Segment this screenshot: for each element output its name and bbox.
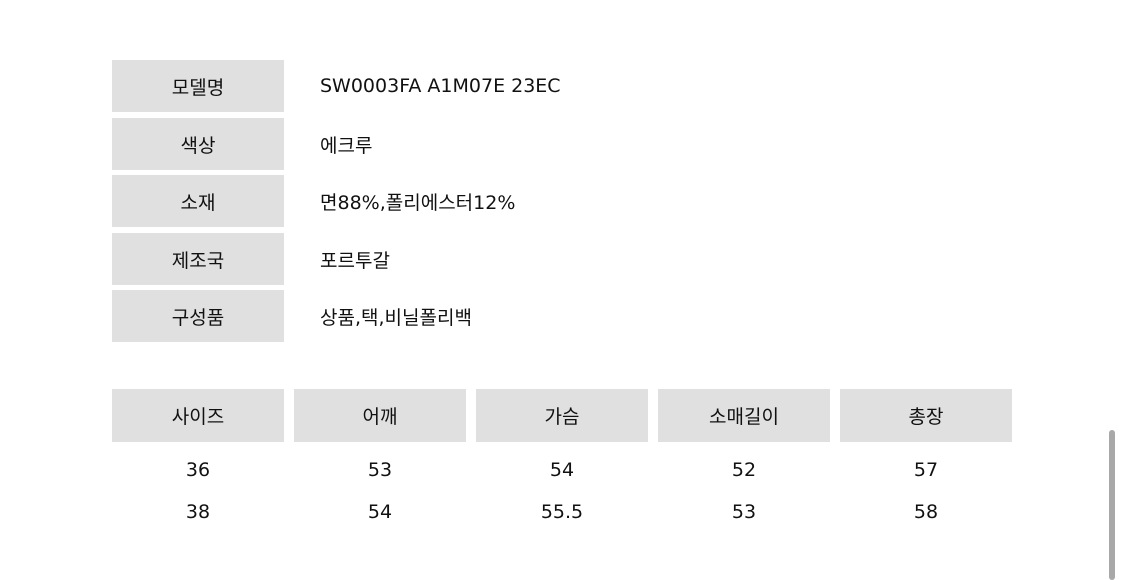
spec-label: 구성품 [112, 290, 284, 342]
size-cell: 58 [913, 501, 939, 523]
size-cell: 55.5 [540, 501, 584, 523]
spec-row-color: 색상 에크루 [112, 118, 1012, 170]
size-header: 사이즈 [112, 389, 284, 442]
spec-label: 소재 [112, 175, 284, 227]
size-header: 가슴 [476, 389, 648, 442]
size-header: 소매길이 [658, 389, 830, 442]
spec-value: 에크루 [320, 134, 373, 157]
spec-label: 색상 [112, 118, 284, 170]
spec-value: 상품,택,비닐폴리백 [320, 306, 472, 329]
size-header: 총장 [840, 389, 1012, 442]
size-cell: 52 [731, 459, 757, 481]
size-cell: 54 [367, 501, 393, 523]
size-cell: 38 [185, 501, 211, 523]
spec-label: 모델명 [112, 60, 284, 112]
size-cell: 53 [731, 501, 757, 523]
size-header: 어깨 [294, 389, 466, 442]
spec-value: SW0003FA A1M07E 23EC [320, 75, 561, 97]
size-cell: 54 [549, 459, 575, 481]
spec-row-material: 소재 면88%,폴리에스터12% [112, 175, 1012, 227]
scrollbar[interactable] [1109, 430, 1115, 580]
spec-value: 면88%,폴리에스터12% [320, 191, 516, 214]
size-cell: 57 [913, 459, 939, 481]
spec-row-model: 모델명 SW0003FA A1M07E 23EC [112, 60, 1012, 112]
spec-label: 제조국 [112, 233, 284, 285]
size-cell: 36 [185, 459, 211, 481]
spec-value: 포르투갈 [320, 249, 390, 272]
spec-row-origin: 제조국 포르투갈 [112, 233, 1012, 285]
spec-row-components: 구성품 상품,택,비닐폴리백 [112, 290, 1012, 342]
size-cell: 53 [367, 459, 393, 481]
